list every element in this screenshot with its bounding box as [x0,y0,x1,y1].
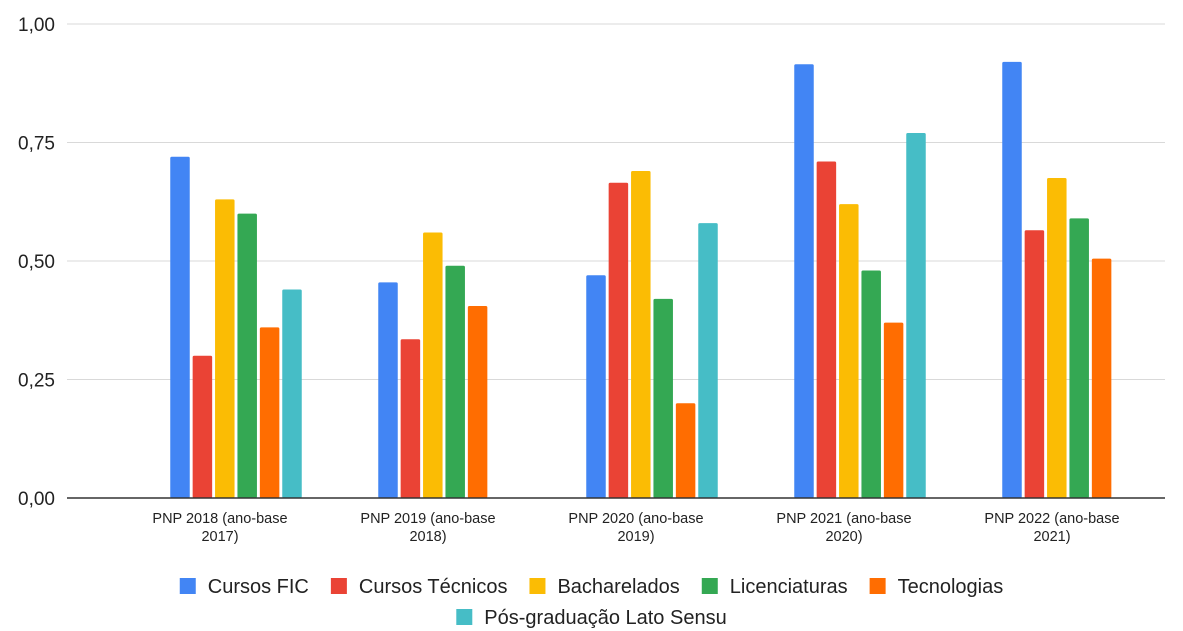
bar-cursos-t-cnicos [816,161,837,498]
y-tick-label: 1,00 [18,15,55,36]
legend-label-bacharelados: Bacharelados [557,576,679,598]
bar-cursos-fic [1002,61,1022,499]
bar-bacharelados [423,232,443,498]
x-category-label: PNP 2022 (ano-base 2021) [984,511,1119,545]
bar-cursos-fic [170,156,190,498]
bar-bacharelados [1047,178,1067,499]
legend-swatch-tecnologias [869,578,886,594]
x-category-label: PNP 2018 (ano-base 2017) [152,511,287,545]
bar-cursos-fic [794,64,814,498]
x-category-label: PNP 2019 (ano-base 2018) [360,511,495,545]
legend-swatch-cursos-fic [179,578,196,594]
bar-licenciaturas [653,298,673,498]
bar-p-s-gradua-o-lato-sensu [698,223,718,498]
legend-swatch-cursos-t-cnicos [330,578,347,594]
bar-p-s-gradua-o-lato-sensu [906,133,926,498]
bar-cursos-t-cnicos [1024,230,1045,498]
bar-licenciaturas [445,265,465,498]
bars [170,61,1112,499]
legend-swatch-p-s-gradua-o-lato-sensu [456,609,473,625]
bar-bacharelados [839,204,859,498]
y-tick-label: 0,75 [18,134,55,155]
legend-label-p-s-gradua-o-lato-sensu: Pós-graduação Lato Sensu [484,607,726,629]
bar-cursos-t-cnicos [192,355,213,498]
legend-swatch-licenciaturas [701,578,718,594]
bar-tecnologias [467,306,488,498]
legend-label-licenciaturas: Licenciaturas [730,576,848,598]
y-tick-label: 0,25 [18,371,55,392]
x-category-label: PNP 2020 (ano-base 2019) [568,511,703,545]
bar-cursos-t-cnicos [400,339,421,498]
bar-bacharelados [631,170,651,498]
bar-tecnologias [675,403,696,498]
bar-licenciaturas [1069,218,1089,498]
y-tick-label: 0,00 [18,489,55,510]
legend-label-cursos-fic: Cursos FIC [208,576,309,598]
x-category-label: PNP 2021 (ano-base 2020) [776,511,911,545]
bar-licenciaturas [861,270,881,498]
bar-licenciaturas [237,213,257,498]
bar-cursos-fic [378,282,398,498]
bar-p-s-gradua-o-lato-sensu [282,289,302,498]
bar-tecnologias [1091,258,1112,498]
legend: Cursos FIC Cursos Técnicos Bacharelados Lic… [179,576,1004,629]
bar-cursos-t-cnicos [608,182,629,499]
legend-label-cursos-t-cnicos: Cursos Técnicos [359,576,508,598]
bar-tecnologias [883,322,904,498]
y-tick-label: 0,50 [18,252,55,273]
legend-label-tecnologias: Tecnologias [898,576,1004,598]
legend-swatch-bacharelados [529,578,546,594]
bar-cursos-fic [586,275,606,498]
x-axis-category-labels: PNP 2018 (ano-base 2017) PNP 2019 (ano-bas… [152,511,1119,545]
bar-tecnologias [259,327,280,498]
bar-bacharelados [215,199,235,498]
y-axis-tick-labels: 0,00 0,25 0,50 0,75 1,00 [18,15,55,510]
